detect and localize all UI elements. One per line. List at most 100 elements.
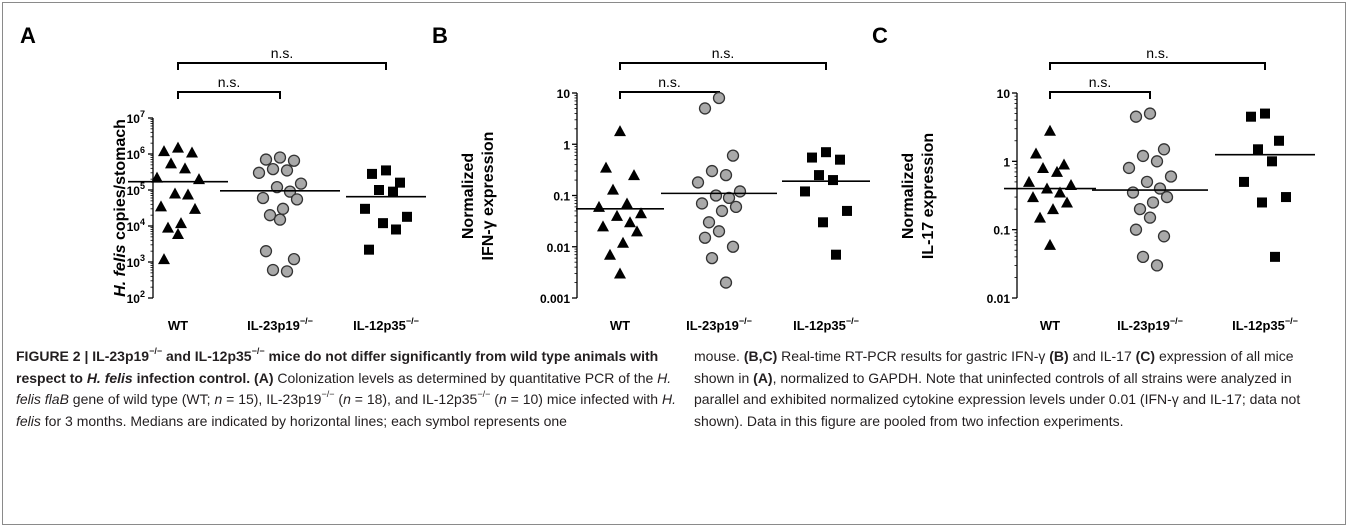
data-point-circle xyxy=(1164,170,1178,183)
y-axis-label-line2: IL-17 expression xyxy=(920,133,937,259)
data-point-square xyxy=(374,185,384,195)
data-point-triangle xyxy=(1030,147,1042,159)
data-point-circle xyxy=(726,149,740,162)
data-point-square xyxy=(388,186,398,197)
data-point-circle xyxy=(712,91,726,105)
y-tick-label: 0.001 xyxy=(540,292,570,306)
data-point-circle xyxy=(263,209,277,222)
data-point-square xyxy=(402,211,412,222)
tick-exponent: 6 xyxy=(140,145,145,155)
data-point-triangle xyxy=(189,202,201,214)
data-point-circle xyxy=(290,193,304,206)
data-point-circle xyxy=(287,252,301,266)
data-point-circle xyxy=(705,164,719,178)
data-point-circle xyxy=(1150,155,1164,168)
data-point-triangle xyxy=(1047,203,1059,215)
data-point-square xyxy=(1281,192,1291,203)
significance-label: n.s. xyxy=(1089,74,1112,90)
data-point-circle xyxy=(695,197,709,210)
data-point-square xyxy=(364,244,374,255)
data-point-circle xyxy=(294,177,308,190)
data-point-square xyxy=(391,224,401,235)
data-point-triangle xyxy=(607,183,619,195)
data-point-triangle xyxy=(1054,186,1066,198)
data-point-triangle xyxy=(158,253,170,265)
panel-c: C 0.01 0.1 1 10 Normalized IL-17 expression WT I… xyxy=(872,23,1315,333)
data-point-triangle xyxy=(182,188,194,200)
data-point-triangle xyxy=(628,169,640,181)
data-point-circle xyxy=(252,166,266,179)
y-axis-label-line2: IFN-γ expression xyxy=(480,132,497,261)
data-point-circle xyxy=(1160,190,1174,204)
significance-bracket xyxy=(1049,91,1151,99)
tick-exponent: 4 xyxy=(140,217,145,227)
data-point-circle xyxy=(273,151,287,164)
data-point-square xyxy=(1274,135,1284,146)
data-point-square xyxy=(381,165,391,176)
tick-base: 10 xyxy=(127,184,141,198)
data-point-triangle xyxy=(193,173,205,185)
x-category-label: IL-12p35−/− xyxy=(1232,316,1298,333)
data-point-circle xyxy=(256,191,270,205)
data-point-triangle xyxy=(1058,158,1070,170)
data-point-triangle xyxy=(162,221,174,233)
data-point-circle xyxy=(259,245,273,258)
data-point-triangle xyxy=(617,236,629,248)
tick-exponent: 5 xyxy=(140,181,145,191)
data-point-circle xyxy=(1122,161,1136,175)
category-superscript: −/− xyxy=(406,316,419,326)
x-category-label: WT xyxy=(1040,318,1060,333)
y-axis-label-line1: Normalized xyxy=(900,153,917,239)
y-axis-label-line1: Normalized xyxy=(460,153,477,239)
data-point-triangle xyxy=(1044,238,1056,250)
category-name: IL-23p19 xyxy=(247,318,300,333)
y-axis-label: H. felis copies/stomach xyxy=(112,119,129,297)
data-point-triangle xyxy=(621,197,633,209)
category-name: IL-23p19 xyxy=(1117,318,1170,333)
caption-right-column: mouse. (B,C) Real-time RT-PCR results fo… xyxy=(694,348,1301,429)
figure-label: FIGURE 2 | xyxy=(16,348,93,364)
category-name: IL-12p35 xyxy=(1232,318,1285,333)
data-point-square xyxy=(1257,197,1267,208)
data-point-triangle xyxy=(1037,161,1049,173)
y-tick-label: 10 xyxy=(997,87,1011,101)
x-category-label: IL-12p35−/− xyxy=(353,316,419,333)
tick-exponent: 2 xyxy=(140,289,145,299)
data-point-circle xyxy=(1150,259,1164,272)
y-tick-label: 103 xyxy=(127,253,145,270)
data-point-square xyxy=(395,177,405,188)
data-point-triangle xyxy=(614,125,626,137)
data-point-square xyxy=(831,249,841,260)
data-point-square xyxy=(1239,176,1249,187)
data-point-triangle xyxy=(175,217,187,229)
category-superscript: −/− xyxy=(1170,316,1183,326)
data-point-circle xyxy=(1153,182,1167,195)
category-name: WT xyxy=(610,318,630,333)
category-name: IL-23p19 xyxy=(686,318,739,333)
y-axis-label-italic: H. felis xyxy=(112,244,129,297)
significance-label: n.s. xyxy=(712,45,735,61)
significance-label: n.s. xyxy=(218,74,241,90)
caption-left-column: FIGURE 2 | IL-23p19−/− and IL-12p35−/− m… xyxy=(16,346,676,429)
y-tick-label: 107 xyxy=(127,109,145,126)
data-point-triangle xyxy=(169,187,181,199)
data-point-circle xyxy=(1146,196,1160,209)
data-point-circle xyxy=(698,231,712,244)
data-point-circle xyxy=(1143,211,1157,224)
y-axis-label-rest: copies/stomach xyxy=(112,119,129,244)
significance-label: n.s. xyxy=(658,74,681,90)
data-point-triangle xyxy=(172,141,184,153)
data-point-circle xyxy=(1129,110,1143,123)
y-tick-label: 102 xyxy=(127,289,145,306)
y-tick-label: 106 xyxy=(127,145,145,162)
data-point-triangle xyxy=(597,220,609,232)
data-point-triangle xyxy=(593,200,605,212)
panel-letter: A xyxy=(20,23,36,48)
y-tick-label: 0.01 xyxy=(987,292,1011,306)
tick-exponent: 7 xyxy=(140,109,145,119)
data-point-triangle xyxy=(179,162,191,174)
data-point-square xyxy=(1253,144,1263,155)
